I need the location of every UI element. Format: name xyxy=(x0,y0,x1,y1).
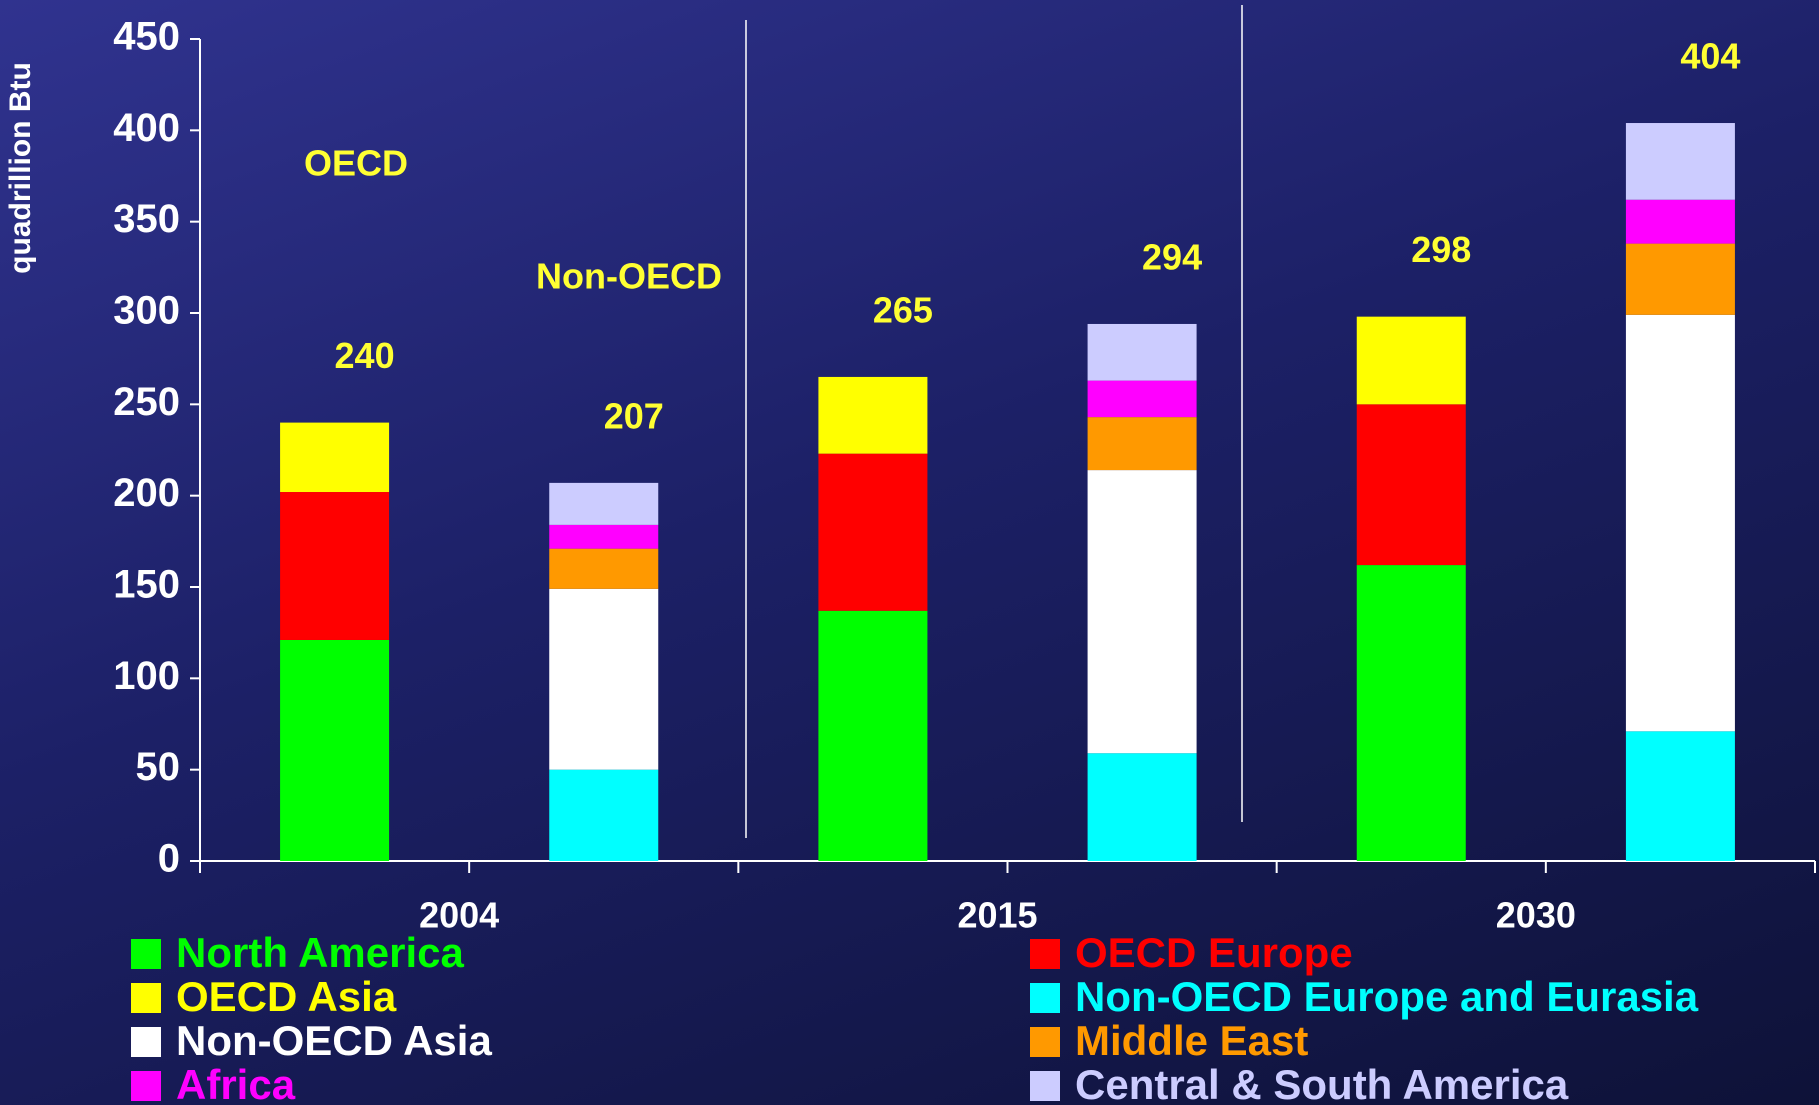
legend-label: Non-OECD Asia xyxy=(176,1017,492,1064)
y-tick-label: 150 xyxy=(113,563,180,607)
y-tick-label: 50 xyxy=(136,745,181,789)
total-label: 265 xyxy=(873,289,933,330)
legend-label: Non-OECD Europe and Eurasia xyxy=(1075,973,1699,1020)
legend-label: OECD Europe xyxy=(1075,929,1353,976)
bar-segment xyxy=(1087,323,1197,381)
total-label: 207 xyxy=(604,395,664,436)
total-label: 240 xyxy=(335,335,395,376)
bar-segment xyxy=(818,453,928,611)
bar-segment xyxy=(818,376,928,454)
bar-segment xyxy=(280,639,390,861)
bar-segment xyxy=(1625,199,1735,244)
legend-swatch xyxy=(131,1071,161,1101)
bar-segment xyxy=(1087,470,1197,754)
legend-label: North America xyxy=(176,929,464,976)
legend-swatch xyxy=(1030,1027,1060,1057)
legend-label: Middle East xyxy=(1075,1017,1308,1064)
legend-swatch xyxy=(1030,939,1060,969)
y-tick-label: 100 xyxy=(113,654,180,698)
y-tick-label: 300 xyxy=(113,289,180,333)
y-tick-label: 400 xyxy=(113,106,180,150)
legend-label: Central & South America xyxy=(1075,1061,1569,1105)
y-axis-label: quadrillion Btu xyxy=(4,62,37,274)
bar-segment xyxy=(1625,731,1735,861)
bar-segment xyxy=(1087,417,1197,471)
legend-swatch xyxy=(1030,1071,1060,1101)
legend-swatch xyxy=(131,983,161,1013)
bar-segment xyxy=(1356,316,1466,405)
bar-segment xyxy=(549,588,659,770)
legend-label: OECD Asia xyxy=(176,973,397,1020)
y-tick-label: 200 xyxy=(113,471,180,515)
y-tick-label: 250 xyxy=(113,380,180,424)
bar-segment xyxy=(1087,753,1197,861)
bar-segment xyxy=(818,610,928,861)
y-tick-label: 0 xyxy=(158,837,180,881)
bar-segment xyxy=(1625,123,1735,200)
x-tick-label: 2030 xyxy=(1496,895,1576,936)
y-tick-label: 450 xyxy=(113,15,180,59)
total-label: 298 xyxy=(1411,229,1471,270)
total-label: 294 xyxy=(1142,236,1202,277)
bar-segment xyxy=(1356,404,1466,566)
bar-segment xyxy=(280,422,390,493)
annotation: OECD xyxy=(304,143,408,184)
legend-swatch xyxy=(131,1027,161,1057)
bar-segment xyxy=(280,492,390,640)
y-tick-label: 350 xyxy=(113,197,180,241)
annotation: Non-OECD xyxy=(536,256,722,297)
legend-label: Africa xyxy=(176,1061,296,1105)
bar-segment xyxy=(549,482,659,525)
bar-segment xyxy=(549,769,659,861)
bar-segment xyxy=(1087,380,1197,418)
legend-swatch xyxy=(131,939,161,969)
x-tick-label: 2015 xyxy=(957,895,1037,936)
bar-segment xyxy=(549,524,659,549)
x-tick-label: 2004 xyxy=(419,895,499,936)
total-label: 404 xyxy=(1680,36,1740,77)
bar-segment xyxy=(1356,565,1466,861)
bar-segment xyxy=(1625,243,1735,315)
bar-segment xyxy=(1625,314,1735,732)
legend-swatch xyxy=(1030,983,1060,1013)
bar-segment xyxy=(549,548,659,589)
